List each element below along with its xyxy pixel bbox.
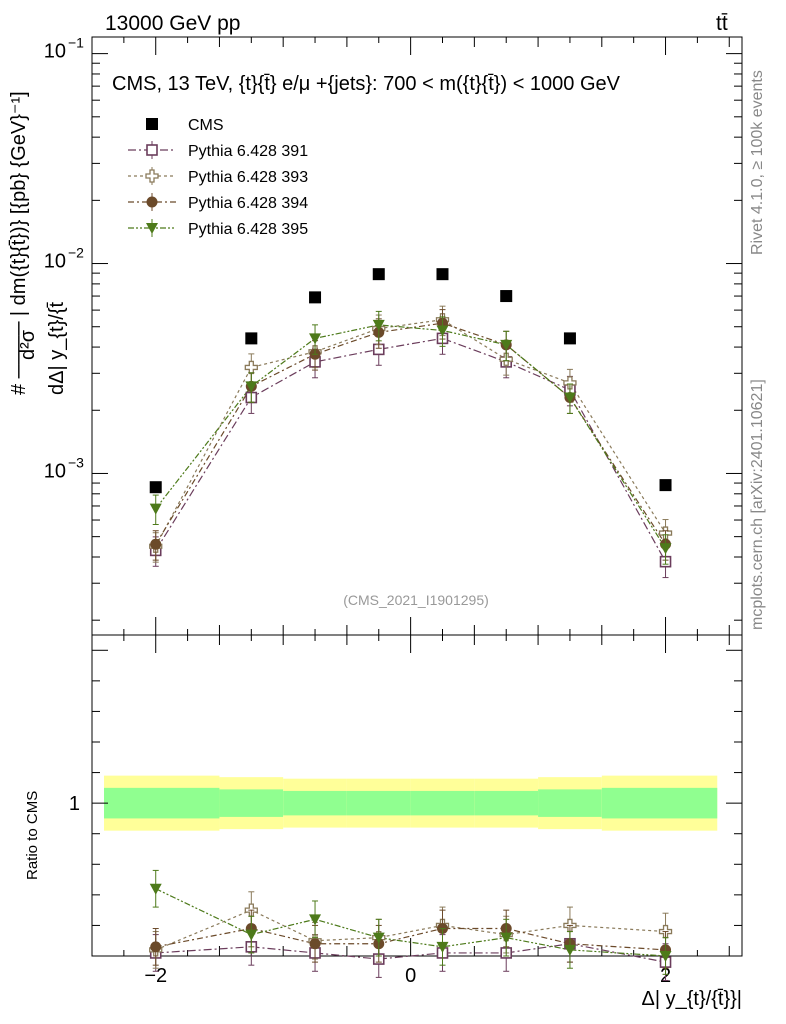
- ratio-point-pythia-6-428-395: [309, 914, 322, 926]
- y-tick-label: 10: [44, 41, 66, 63]
- point-pythia-6-428-395: [309, 333, 322, 345]
- series-line-pythia-6-428-394: [155, 322, 667, 545]
- legend-label: Pythia 6.428 394: [188, 195, 308, 212]
- point-pythia-6-428-395: [500, 339, 513, 351]
- y-tick-label: 10: [44, 460, 66, 482]
- rivet-label: Rivet 4.1.0, ≥ 100k events: [749, 70, 766, 255]
- series-line-pythia-6-428-395: [155, 324, 667, 549]
- point-cms: [149, 481, 162, 494]
- legend-label: Pythia 6.428 393: [188, 169, 308, 186]
- ratio-band-inner: [104, 787, 220, 819]
- x-axis-label: Δ| y_{t}/{t̄}}|: [642, 988, 743, 1010]
- legend-marker: [146, 223, 158, 234]
- ratio-point-pythia-6-428-395: [563, 944, 576, 956]
- ratio-point-pythia-6-428-395: [372, 932, 385, 944]
- y-tick-exponent: −1: [68, 35, 84, 51]
- ratio-band-inner: [601, 787, 718, 819]
- point-cms: [372, 268, 385, 281]
- x-tick-label: −2: [144, 965, 167, 987]
- ratio-point-pythia-6-428-394: [309, 938, 321, 950]
- y-axis-label-denominator: dΔ| y_{t}/{t̄: [46, 301, 68, 395]
- point-cms: [309, 291, 322, 304]
- chart-title: CMS, 13 TeV, {t}{t̄} e/μ +{jets}: 700 < …: [112, 73, 621, 95]
- x-tick-label: 0: [405, 965, 416, 987]
- legend: CMS Pythia 6.428 391 Pythia 6.428 393 Pythi…: [128, 117, 308, 238]
- point-cms: [659, 479, 672, 492]
- energy-label: 13000 GeV pp: [105, 12, 240, 35]
- point-pythia-6-428-395: [659, 543, 672, 555]
- ratio-band-inner: [219, 789, 284, 817]
- point-cms: [245, 332, 258, 345]
- y-axis-label-numerator: d²σ: [17, 329, 39, 360]
- ratio-band: [104, 775, 718, 831]
- ratio-band-inner: [410, 790, 475, 816]
- legend-marker: [146, 118, 158, 130]
- point-pythia-6-428-394: [150, 538, 162, 550]
- ratio-point-pythia-6-428-395: [436, 941, 449, 953]
- ratio-point-pythia-6-428-395: [659, 951, 672, 962]
- point-pythia-6-428-395: [372, 319, 385, 331]
- legend-label: Pythia 6.428 391: [188, 143, 308, 160]
- ratio-line-pythia-6-428-393: [155, 909, 666, 951]
- y-tick-label: 10: [44, 251, 66, 273]
- data-points: [149, 268, 673, 981]
- ratio-band-inner: [346, 790, 411, 816]
- process-label: tt̄: [716, 12, 728, 35]
- y-axis-label: d²σ dΔ| y_{t}/{t̄ # ──── | dm({t}{t̄})} …: [8, 91, 68, 395]
- ratio-line-pythia-6-428-391: [155, 943, 666, 963]
- ratio-point-pythia-6-428-395: [500, 932, 513, 944]
- series-lines: [155, 319, 667, 963]
- ratio-point-pythia-6-428-394: [150, 941, 162, 953]
- point-pythia-6-428-393: [244, 360, 258, 375]
- ratio-point-pythia-6-428-395: [245, 929, 258, 941]
- ratio-y-tick-label: 1: [69, 793, 80, 815]
- legend-label: Pythia 6.428 395: [188, 221, 308, 238]
- ratio-y-axis-label: Ratio to CMS: [24, 791, 41, 880]
- ratio-point-pythia-6-428-395: [149, 883, 162, 895]
- point-cms: [500, 290, 513, 303]
- point-cms: [563, 332, 576, 345]
- ratio-band-inner: [538, 789, 602, 817]
- series-line-pythia-6-428-393: [155, 319, 667, 547]
- point-pythia-6-428-395: [563, 392, 576, 404]
- legend-marker: [146, 144, 158, 156]
- ratio-line-pythia-6-428-395: [155, 888, 666, 957]
- point-cms: [436, 268, 449, 281]
- legend-label: CMS: [188, 117, 224, 134]
- y-tick-exponent: −2: [68, 245, 84, 261]
- point-pythia-6-428-395: [149, 503, 162, 515]
- analysis-id: (CMS_2021_I1901295): [343, 592, 489, 608]
- legend-marker: [145, 169, 159, 183]
- ratio-panel-frame: [91, 634, 743, 957]
- ratio-line-pythia-6-428-394: [155, 927, 666, 951]
- mcplots-label: mcplots.cern.ch [arXiv:2401.10621]: [749, 379, 766, 630]
- ratio-band-inner: [474, 790, 539, 816]
- point-pythia-6-428-395: [436, 325, 449, 337]
- series-line-pythia-6-428-391: [155, 337, 667, 562]
- y-tick-exponent: −3: [68, 454, 84, 470]
- y-axis-label-rest: # ──── | dm({t}{t̄})} [{pb} {GeV}⁻¹]: [8, 91, 30, 395]
- ratio-band-inner: [283, 790, 347, 816]
- point-pythia-6-428-395: [245, 381, 258, 393]
- legend-marker: [146, 196, 158, 208]
- point-pythia-6-428-393: [563, 376, 577, 390]
